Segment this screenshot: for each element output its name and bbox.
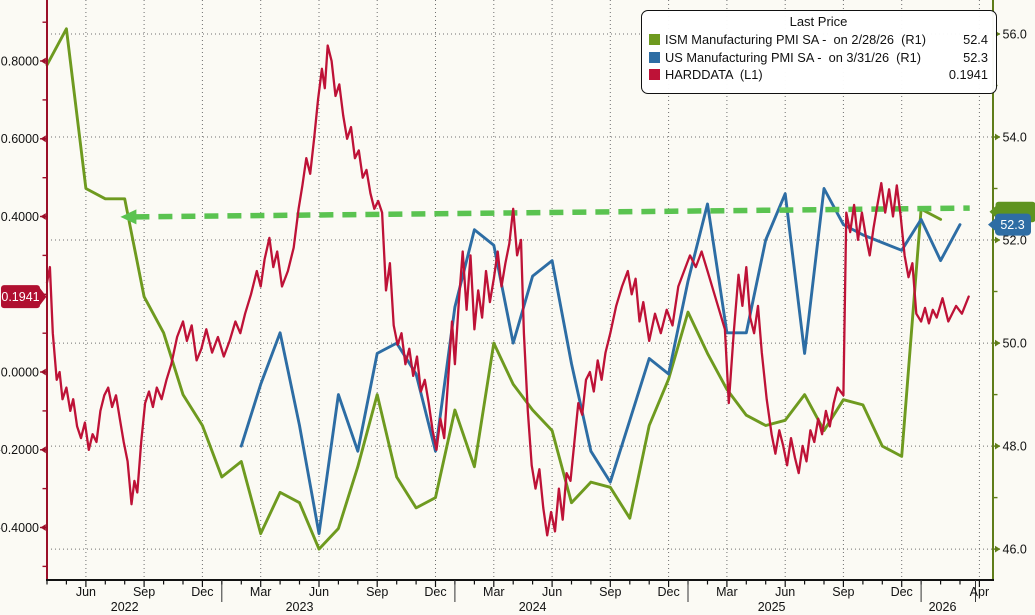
right-axis-tick-label: 56.0 <box>1003 27 1027 41</box>
legend-row-us-pmi[interactable]: US Manufacturing PMI SA - on 3/31/26 (R1… <box>649 49 988 67</box>
x-axis-month-label: Dec <box>191 585 213 599</box>
x-axis-month-label: Mar <box>716 585 738 599</box>
right-axis-tick-label: 48.0 <box>1003 439 1027 453</box>
legend-row-harddata[interactable]: HARDDATA (L1) 0.1941 <box>649 66 988 84</box>
x-axis-month-label: Mar <box>250 585 272 599</box>
right-axis-tick-label: 50.0 <box>1003 336 1027 350</box>
harddata-series-swatch-icon <box>649 69 660 81</box>
x-axis-year-label: 2025 <box>758 600 786 614</box>
left-axis-tick-label: 0.0000 <box>1 365 39 379</box>
us-pmi-last-value-badge: 52.3 <box>988 213 1031 236</box>
right-tick-arrow-icon <box>995 339 1001 347</box>
left-tick-arrow-icon <box>40 524 46 531</box>
left-axis-tick-label: -0.4000 <box>0 521 39 535</box>
harddata-line <box>45 44 970 537</box>
ism-series-swatch-icon <box>649 34 660 46</box>
us-pmi-line <box>239 187 962 536</box>
x-axis-year-label: 2022 <box>111 600 139 614</box>
svg-text:52.3: 52.3 <box>1000 218 1024 232</box>
x-axis-month-label: Jun <box>542 585 562 599</box>
x-axis-month-label: Sep <box>599 585 621 599</box>
x-axis-year-label: 2024 <box>519 600 547 614</box>
x-axis-month-label: Dec <box>424 585 446 599</box>
level-annotation-arrow <box>120 205 970 225</box>
left-tick-arrow-icon <box>40 213 46 220</box>
arrow-head-icon <box>120 209 137 225</box>
harddata-last-value-badge: 0.1941 <box>1 285 47 309</box>
right-axis-tick-label: 46.0 <box>1003 542 1027 556</box>
right-tick-arrow-icon <box>995 236 1001 244</box>
legend-box: Last Price ISM Manufacturing PMI SA - on… <box>641 10 997 94</box>
right-axis-tick-label: 54.0 <box>1003 130 1027 144</box>
left-tick-arrow-icon <box>40 57 46 65</box>
svg-text:0.1941: 0.1941 <box>1 290 39 304</box>
left-axis-tick-label: 0.4000 <box>1 210 39 224</box>
legend-value-ism: 52.4 <box>963 32 988 48</box>
right-tick-arrow-icon <box>995 133 1001 141</box>
legend-label-us-pmi: US Manufacturing PMI SA - on 3/31/26 (R1… <box>665 49 922 65</box>
x-axis-month-label: Jun <box>76 585 96 599</box>
left-axis-tick-label: 0.6000 <box>1 132 39 146</box>
left-tick-arrow-icon <box>40 446 46 454</box>
x-axis-year-label: 2023 <box>286 600 314 614</box>
x-axis-month-label: Dec <box>657 585 679 599</box>
x-axis-month-label: Sep <box>832 585 854 599</box>
right-tick-arrow-icon <box>995 545 1001 553</box>
left-tick-arrow-icon <box>40 368 46 376</box>
x-axis-month-label: Jun <box>309 585 329 599</box>
ism-pmi-line <box>45 27 943 551</box>
x-axis-month-label: Dec <box>891 585 913 599</box>
us-pmi-series-swatch-icon <box>649 51 660 63</box>
legend-title: Last Price <box>789 14 848 29</box>
x-axis-month-label: Apr <box>970 585 989 599</box>
left-tick-arrow-icon <box>40 135 46 143</box>
legend-value-us-pmi: 52.3 <box>963 49 988 65</box>
x-axis-month-label: Jun <box>775 585 795 599</box>
x-axis-month-label: Sep <box>366 585 388 599</box>
legend-label-harddata: HARDDATA (L1) <box>665 67 763 83</box>
right-tick-arrow-icon <box>995 442 1001 450</box>
right-axis-tick-label: 52.0 <box>1003 233 1027 247</box>
left-axis-tick-label: -0.2000 <box>0 443 39 457</box>
x-axis-month-label: Sep <box>133 585 155 599</box>
legend-label-ism: ISM Manufacturing PMI SA - on 2/28/26 (R… <box>665 32 927 48</box>
x-axis-year-label: 2026 <box>929 600 957 614</box>
legend-row-ism[interactable]: ISM Manufacturing PMI SA - on 2/28/26 (R… <box>649 31 988 49</box>
left-axis-tick-label: 0.8000 <box>1 54 39 68</box>
x-axis-month-label: Mar <box>483 585 505 599</box>
legend-value-harddata: 0.1941 <box>948 67 988 83</box>
